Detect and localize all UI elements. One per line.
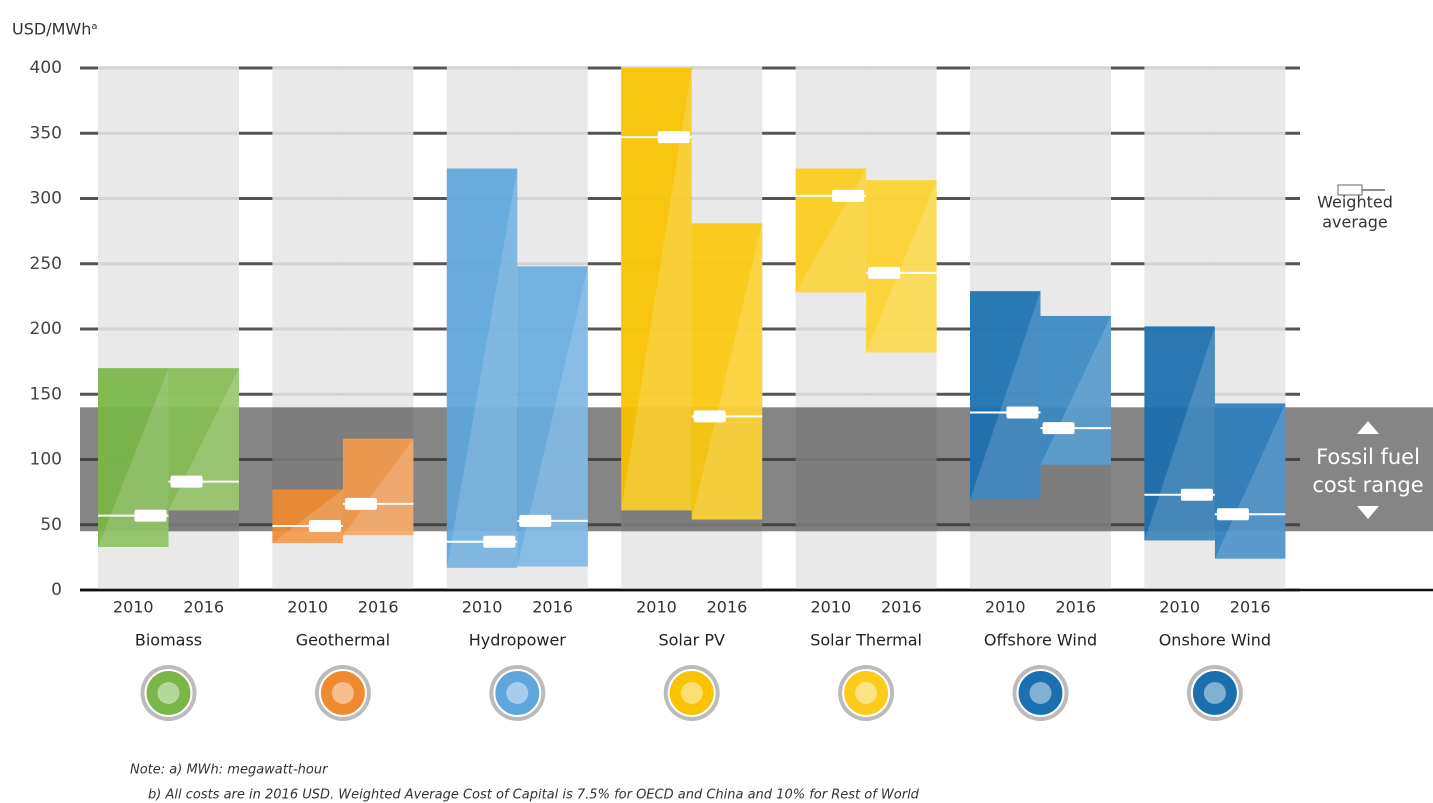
icon	[318, 669, 367, 717]
year-label: 2016	[532, 598, 573, 617]
year-label: 2016	[1230, 598, 1271, 617]
y-tick-label: 0	[51, 580, 62, 600]
icon-inner	[1029, 682, 1052, 704]
group-label: Biomass	[135, 631, 202, 650]
icon	[144, 669, 193, 717]
icon	[493, 669, 542, 717]
year-label: 2016	[881, 598, 922, 617]
range-bar	[970, 291, 1041, 500]
average-marker	[170, 475, 203, 488]
group-label: Geothermal	[296, 631, 390, 650]
icon-inner	[855, 682, 878, 704]
icon-inner	[506, 682, 529, 704]
icon-inner	[157, 682, 180, 704]
range-bar	[1040, 315, 1111, 465]
note: Note: a) MWh: megawatt-hour	[130, 763, 329, 778]
range-bar	[1214, 403, 1286, 559]
year-label: 2016	[183, 598, 224, 617]
range-bar	[866, 180, 937, 353]
year-label: 2010	[985, 598, 1026, 617]
average-marker	[1006, 406, 1039, 419]
bar-shine	[168, 368, 239, 511]
year-label: 2010	[113, 598, 154, 617]
range-bar	[446, 168, 518, 568]
y-tick-label: 50	[40, 515, 62, 535]
icon	[667, 669, 716, 717]
legend-label: Weighted	[1317, 193, 1393, 212]
y-axis-label: USD/MWhᵃ	[12, 20, 98, 39]
average-marker	[519, 514, 552, 527]
year-label: 2010	[810, 598, 851, 617]
average-marker	[134, 509, 167, 522]
group-label: Onshore Wind	[1159, 631, 1271, 650]
range-bar	[1144, 326, 1215, 541]
icon	[1190, 669, 1239, 717]
arrow-down	[1357, 506, 1379, 519]
fossil-range-label: Fossil fuel	[1316, 445, 1420, 469]
bar-shine	[342, 438, 414, 536]
y-tick-label: 350	[30, 123, 62, 143]
average-marker	[693, 410, 726, 423]
average-marker	[1042, 422, 1075, 435]
range-bar	[272, 489, 343, 544]
average-marker	[1216, 508, 1249, 521]
icon	[842, 669, 891, 717]
y-tick-label: 150	[30, 384, 62, 404]
y-tick-label: 100	[30, 450, 62, 470]
y-tick-label: 200	[30, 319, 62, 339]
average-marker	[308, 520, 341, 533]
y-tick-label: 300	[30, 189, 62, 209]
year-label: 2010	[1159, 598, 1200, 617]
y-tick-label: 400	[30, 58, 62, 78]
group-label: Solar Thermal	[810, 631, 922, 650]
average-marker	[344, 497, 377, 510]
group-label: Solar PV	[658, 631, 725, 650]
group-label: Offshore Wind	[984, 631, 1097, 650]
y-tick-label: 250	[30, 254, 62, 274]
average-marker	[868, 266, 901, 279]
note: b) All costs are in 2016 USD. Weighted A…	[148, 788, 920, 803]
icon-inner	[1203, 682, 1226, 704]
bar-shine	[691, 223, 763, 520]
average-marker	[832, 189, 865, 202]
bar-shine	[970, 291, 1041, 500]
icon-inner	[331, 682, 354, 704]
year-label: 2016	[358, 598, 399, 617]
bar-shine	[98, 368, 169, 547]
bar-shine	[1144, 326, 1215, 541]
icon-inner	[680, 682, 703, 704]
icon	[1016, 669, 1065, 717]
bar-shine	[866, 180, 937, 353]
bar-shine	[621, 68, 692, 511]
average-marker	[1180, 488, 1213, 501]
bar-shine	[446, 168, 518, 568]
year-label: 2016	[1055, 598, 1096, 617]
year-label: 2016	[707, 598, 748, 617]
range-bar	[795, 168, 867, 293]
bar-shine	[517, 266, 588, 567]
range-bar	[342, 438, 414, 536]
legend-label: average	[1322, 213, 1388, 232]
average-marker	[483, 535, 516, 548]
year-label: 2010	[462, 598, 503, 617]
fossil-range-label: cost range	[1312, 473, 1423, 497]
group-label: Hydropower	[469, 631, 567, 650]
year-label: 2010	[636, 598, 677, 617]
arrow-up	[1357, 421, 1379, 434]
average-marker	[657, 131, 690, 144]
range-bar	[691, 223, 763, 520]
year-label: 2010	[287, 598, 328, 617]
